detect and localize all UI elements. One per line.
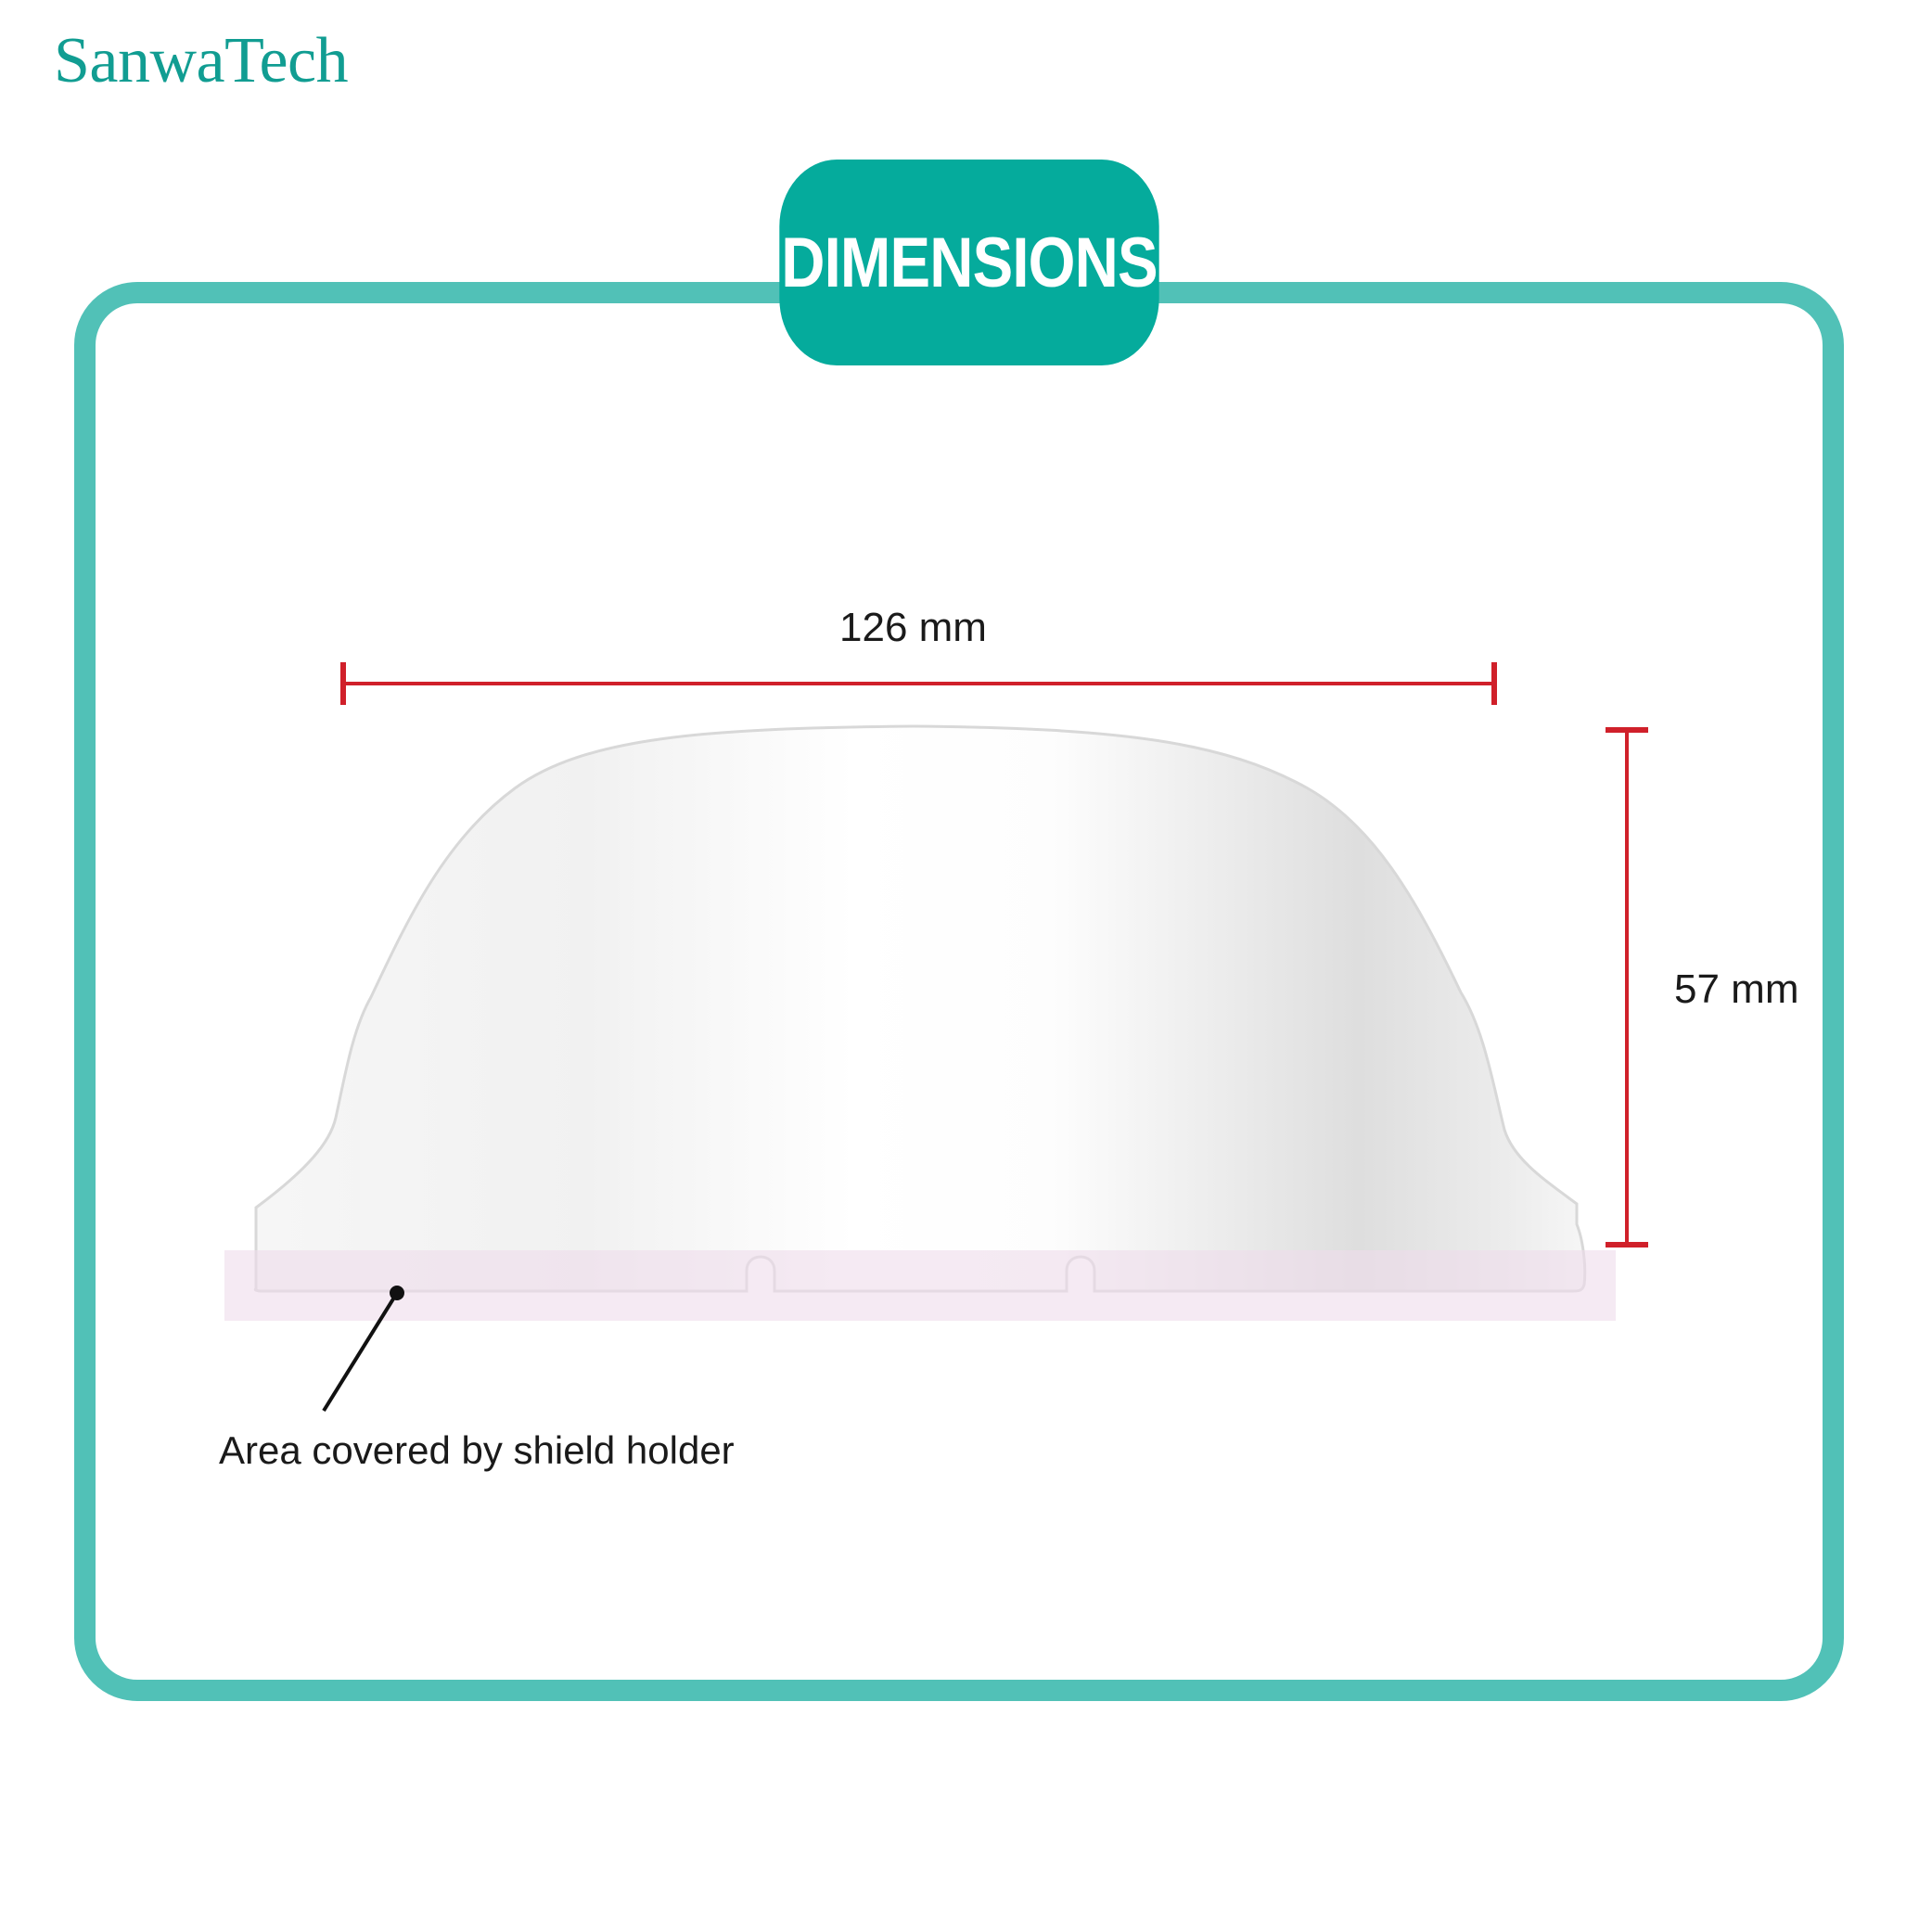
callout-pointer [322, 1286, 404, 1413]
width-label: 126 mm [839, 605, 987, 650]
shield-holder-area [224, 1250, 1616, 1321]
height-dimension-line [1606, 727, 1648, 1247]
callout-label: Area covered by shield holder [219, 1428, 735, 1472]
face-shield-outline [253, 724, 1587, 1293]
width-dimension-line [340, 662, 1497, 705]
brand-logo: SanwaTech [54, 25, 349, 96]
page-title: DIMENSIONS [779, 160, 1159, 365]
height-label: 57 mm [1674, 966, 1799, 1012]
